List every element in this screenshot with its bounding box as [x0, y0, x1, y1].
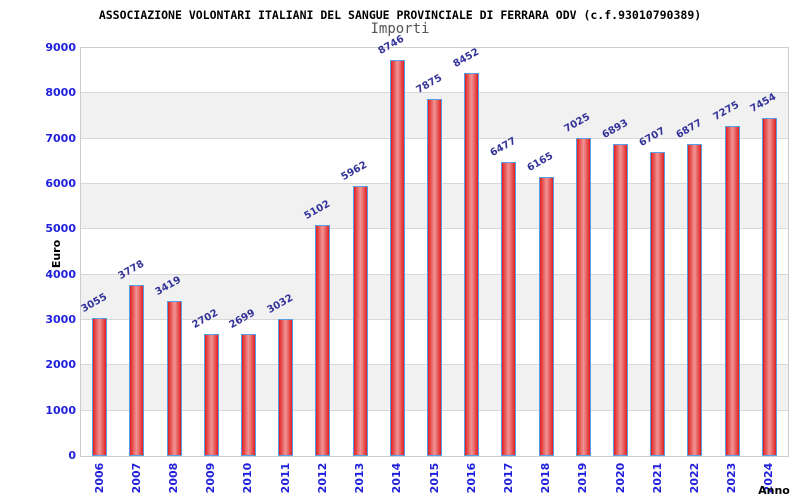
x-tick-label: 2007 — [129, 462, 143, 494]
x-tick-label: 2008 — [167, 462, 181, 494]
bar-2013 — [352, 185, 368, 456]
y-tick-label: 4000 — [45, 267, 76, 281]
y-tick-label: 3000 — [45, 313, 76, 326]
bar-2024 — [761, 118, 777, 456]
bar-2014 — [389, 59, 405, 456]
x-axis-title: Anno — [758, 484, 790, 497]
bar-2016 — [464, 72, 480, 456]
y-tick-label: 9000 — [45, 41, 76, 54]
y-tick-label: 6000 — [45, 177, 76, 190]
x-tick-label: 2019 — [576, 462, 590, 494]
chart-title: ASSOCIAZIONE VOLONTARI ITALIANI DEL SANG… — [98, 8, 702, 22]
bar-2012 — [315, 224, 331, 456]
bar-2011 — [278, 318, 294, 456]
x-tick-label: 2017 — [501, 462, 515, 494]
x-tick-label: 2006 — [92, 462, 106, 494]
bar-2021 — [650, 151, 666, 456]
bar-2006 — [92, 317, 108, 456]
x-tick-label: 2023 — [725, 462, 739, 494]
bar-2020 — [613, 143, 629, 456]
plot-area: 3055 3778 3419 2702 2699 3032 5102 5962 8746 7875… — [79, 33, 789, 457]
x-tick-label: 2020 — [613, 462, 627, 494]
y-axis-title: Euro — [50, 239, 63, 269]
bar-2015 — [427, 99, 442, 456]
bar-2019 — [575, 137, 591, 456]
bar-2017 — [501, 162, 517, 456]
gridline — [81, 92, 788, 94]
y-tick-label: 5000 — [45, 222, 76, 236]
plot-band — [81, 48, 788, 94]
bar-2007 — [129, 284, 145, 456]
x-tick-label: 2022 — [687, 462, 701, 494]
y-tick-label: 8000 — [45, 86, 76, 100]
y-tick-label: 1000 — [45, 403, 76, 417]
x-tick-label: 2016 — [464, 462, 478, 494]
x-tick-label: 2018 — [539, 462, 553, 494]
x-tick-label: 2014 — [390, 462, 404, 494]
x-tick-label: 2011 — [278, 462, 292, 494]
y-tick-label: 7000 — [45, 131, 76, 145]
bar-2018 — [538, 176, 554, 456]
bar-2022 — [687, 144, 703, 456]
y-tick-label: 2000 — [45, 358, 76, 372]
chart-subtitle: Importi — [370, 21, 430, 37]
y-tick-label: 0 — [68, 449, 76, 462]
x-tick-label: 2009 — [204, 462, 218, 494]
bar-2008 — [166, 301, 182, 456]
x-tick-label: 2012 — [315, 462, 329, 494]
bar-2023 — [724, 126, 740, 456]
x-tick-label: 2021 — [650, 462, 664, 494]
x-tick-label: 2013 — [353, 462, 367, 494]
bar-2010 — [240, 333, 256, 456]
bar-2009 — [203, 333, 219, 456]
x-tick-label: 2010 — [241, 462, 255, 494]
x-tick-label: 2015 — [427, 462, 441, 494]
